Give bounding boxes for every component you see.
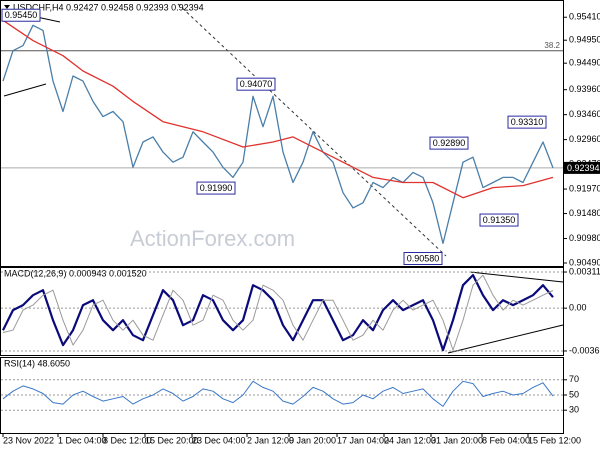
annotation-box <box>507 115 547 129</box>
y-tick-label: 70 <box>569 374 579 384</box>
series-line <box>2 380 554 407</box>
annotation-box <box>403 252 443 266</box>
x-tick-label: 9 Jan 20:00 <box>289 435 336 445</box>
y-tick-label: 0.90490 <box>569 257 600 267</box>
series-line <box>2 274 554 352</box>
x-tick-label: 17 Jan 04:00 <box>337 435 389 445</box>
channel-line <box>3 83 47 97</box>
x-tick-label: 24 Jan 12:00 <box>384 435 436 445</box>
series-line <box>2 19 554 199</box>
trend-line <box>177 3 447 257</box>
annotation-label: 0.94070 <box>240 79 273 89</box>
price-box <box>564 161 600 174</box>
annotation-box <box>1 8 41 22</box>
annotation-box <box>479 213 519 227</box>
annotation-box <box>429 136 469 150</box>
y-tick-label: -0.003693 <box>569 345 600 355</box>
price-box-label: 0.92394 <box>567 163 600 173</box>
annotation-label: 0.93310 <box>511 117 544 127</box>
series-line <box>2 274 554 351</box>
y-tick-label: 0.00 <box>569 303 587 313</box>
chart-title: USDCHF,H4 0.92427 0.92458 0.92393 0.9239… <box>13 2 204 12</box>
annotation-box <box>236 77 276 91</box>
x-tick-label: 31 Jan 20:00 <box>431 435 483 445</box>
y-tick-label: 0.94950 <box>569 35 600 45</box>
triangle-line <box>447 324 564 354</box>
x-tick-label: 15 Dec 20:00 <box>145 435 199 445</box>
y-tick-label: 0.92960 <box>569 134 600 144</box>
y-tick-label: 0.003117 <box>569 266 600 276</box>
x-tick-label: 8 Feb 04:00 <box>482 435 530 445</box>
x-tick-label: 8 Dec 12:00 <box>103 435 152 445</box>
y-tick-label: 0.90980 <box>569 233 600 243</box>
series-line <box>2 24 554 245</box>
x-tick-label: 2 Jan 12:00 <box>247 435 294 445</box>
annotation-label: 0.91990 <box>200 183 233 193</box>
price-panel-frame <box>0 0 564 267</box>
y-tick-label: 0.91480 <box>569 208 600 218</box>
y-tick-label: 30 <box>569 405 579 415</box>
x-tick-label: 23 Dec 04:00 <box>192 435 246 445</box>
y-tick-label: 0.93960 <box>569 84 600 94</box>
fib-label: 38.2 <box>544 41 560 50</box>
y-tick-label: 50 <box>569 389 579 399</box>
x-tick-label: 1 Dec 04:00 <box>58 435 107 445</box>
macd-panel-frame <box>0 267 564 356</box>
macd-title: MACD(12,26,9) 0.000943 0.001520 <box>4 268 147 278</box>
x-tick-label: 23 Nov 2022 <box>3 435 54 445</box>
y-tick-label: 0.93460 <box>569 109 600 119</box>
annotation-label: 0.90580 <box>407 253 440 263</box>
triangle-line <box>469 271 564 283</box>
x-tick-label: 15 Feb 12:00 <box>528 435 581 445</box>
y-tick-label: 0.95410 <box>569 12 600 22</box>
annotation-box <box>196 181 236 195</box>
y-tick-label: 0.94490 <box>569 58 600 68</box>
y-tick-label: 0.91970 <box>569 183 600 193</box>
annotation-label: 0.95450 <box>5 10 38 20</box>
annotation-label: 0.91350 <box>483 215 516 225</box>
watermark: ActionForex.com <box>130 226 295 251</box>
rsi-title: RSI(14) 48.6050 <box>4 358 70 368</box>
annotation-label: 0.92890 <box>433 138 466 148</box>
menu-arrow <box>4 5 10 9</box>
